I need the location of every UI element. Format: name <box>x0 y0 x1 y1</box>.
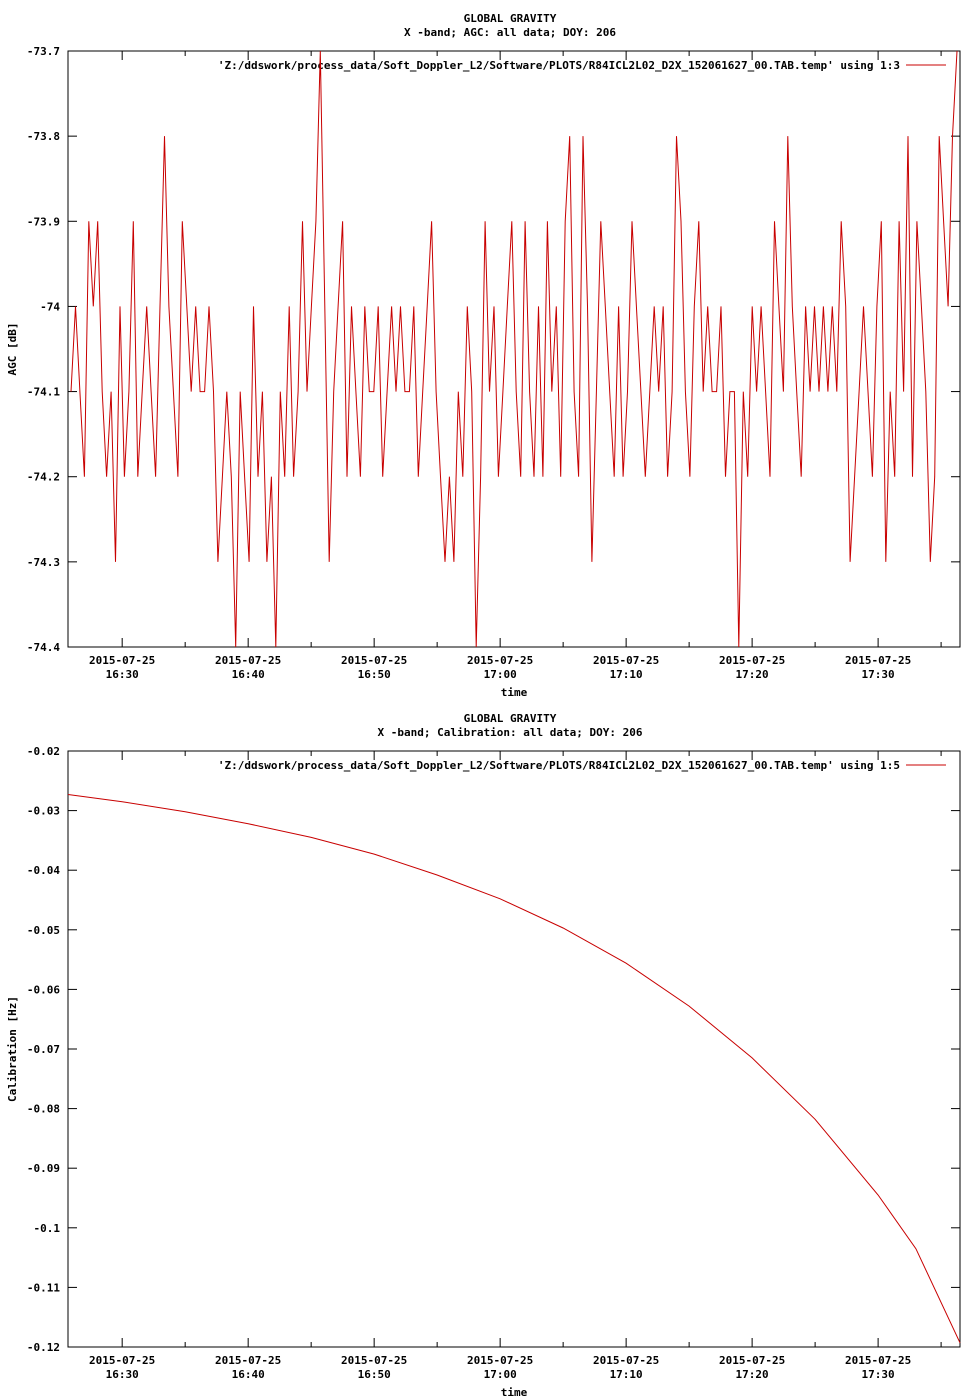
chart2-y-tick-label: -0.04 <box>27 864 60 877</box>
chart2-x-tick-time: 17:30 <box>862 1368 895 1381</box>
chart1-x-tick-date: 2015-07-25 <box>89 654 155 667</box>
chart2-series-line <box>67 794 961 1344</box>
chart2-x-tick-date: 2015-07-25 <box>719 1354 785 1367</box>
chart2-x-tick-date: 2015-07-25 <box>845 1354 911 1367</box>
chart2-y-tick-label: -0.08 <box>27 1103 60 1116</box>
chart1-x-tick-time: 17:00 <box>484 668 517 681</box>
chart1-y-tick-label: -73.8 <box>27 130 60 143</box>
chart1-x-tick-date: 2015-07-25 <box>215 654 281 667</box>
chart1-x-tick-time: 17:10 <box>610 668 643 681</box>
chart1-x-tick-date: 2015-07-25 <box>845 654 911 667</box>
chart2-y-tick-label: -0.12 <box>27 1341 60 1354</box>
chart2-y-tick-label: -0.05 <box>27 924 60 937</box>
chart1-y-tick-label: -74.4 <box>27 641 60 654</box>
chart1-y-tick-label: -74 <box>40 300 60 313</box>
chart1-title: GLOBAL GRAVITY <box>464 12 557 25</box>
chart2-x-tick-time: 17:00 <box>484 1368 517 1381</box>
chart1-x-tick-date: 2015-07-25 <box>593 654 659 667</box>
chart2-legend-label: 'Z:/ddswork/process_data/Soft_Doppler_L2… <box>218 759 900 772</box>
chart2-x-tick-date: 2015-07-25 <box>593 1354 659 1367</box>
chart2-y-tick-label: -0.09 <box>27 1162 60 1175</box>
chart2-x-tick-date: 2015-07-25 <box>467 1354 533 1367</box>
chart2-x-axis-label: time <box>501 1386 528 1399</box>
chart2-plot-frame <box>67 750 961 1348</box>
chart1-x-tick-date: 2015-07-25 <box>719 654 785 667</box>
chart2-x-tick-date: 2015-07-25 <box>341 1354 407 1367</box>
chart2-x-tick-time: 17:10 <box>610 1368 643 1381</box>
chart2-x-tick-time: 16:30 <box>106 1368 139 1381</box>
chart1-x-tick-date: 2015-07-25 <box>467 654 533 667</box>
chart2-y-axis-label: Calibration [Hz] <box>6 996 19 1102</box>
chart2-y-tick-label: -0.02 <box>27 745 60 758</box>
chart1-x-tick-time: 16:40 <box>232 668 265 681</box>
chart1-x-axis-label: time <box>501 686 528 699</box>
chart2-x-tick-time: 17:20 <box>736 1368 769 1381</box>
chart1-y-tick-label: -73.7 <box>27 45 60 58</box>
chart2-subtitle: X -band; Calibration: all data; DOY: 206 <box>378 726 643 739</box>
chart1-y-axis-label: AGC [dB] <box>6 323 19 376</box>
chart2-title: GLOBAL GRAVITY <box>464 712 557 725</box>
chart2-y-tick-label: -0.1 <box>34 1222 61 1235</box>
chart1-series-line <box>70 50 958 648</box>
chart1-x-tick-time: 16:30 <box>106 668 139 681</box>
chart1-legend-label: 'Z:/ddswork/process_data/Soft_Doppler_L2… <box>218 59 900 72</box>
chart2-x-tick-time: 16:50 <box>358 1368 391 1381</box>
chart2-x-tick-date: 2015-07-25 <box>89 1354 155 1367</box>
chart1-x-tick-time: 17:20 <box>736 668 769 681</box>
chart2-x-tick-date: 2015-07-25 <box>215 1354 281 1367</box>
chart1-y-tick-label: -73.9 <box>27 215 60 228</box>
chart2-x-tick-time: 16:40 <box>232 1368 265 1381</box>
chart2-y-tick-label: -0.11 <box>27 1281 60 1294</box>
chart1-subtitle: X -band; AGC: all data; DOY: 206 <box>404 26 616 39</box>
chart2-y-tick-label: -0.03 <box>27 805 60 818</box>
chart2-y-tick-label: -0.06 <box>27 983 60 996</box>
chart2-y-tick-label: -0.07 <box>27 1043 60 1056</box>
chart1-y-tick-label: -74.3 <box>27 556 60 569</box>
chart1-plot-frame <box>67 50 961 648</box>
chart1-y-tick-label: -74.2 <box>27 471 60 484</box>
chart1-x-tick-time: 16:50 <box>358 668 391 681</box>
chart1-x-tick-date: 2015-07-25 <box>341 654 407 667</box>
chart1-x-tick-time: 17:30 <box>862 668 895 681</box>
chart1-y-tick-label: -74.1 <box>27 386 60 399</box>
